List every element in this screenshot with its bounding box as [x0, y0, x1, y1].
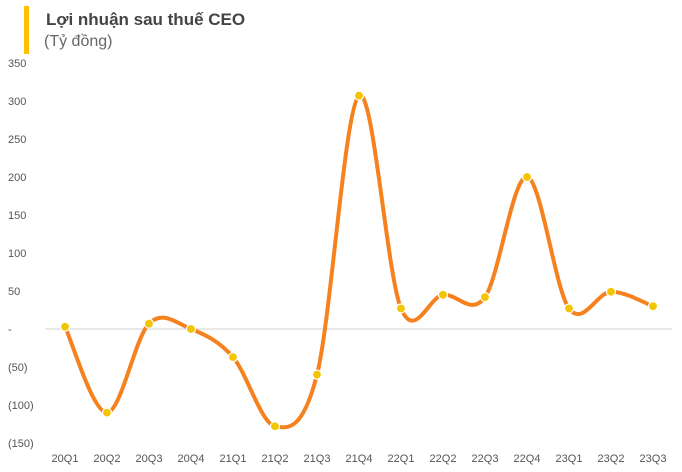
- x-tick-label: 21Q3: [304, 453, 331, 465]
- x-tick-label: 21Q4: [346, 453, 373, 465]
- chart-title: Lợi nhuận sau thuế CEO: [46, 10, 246, 29]
- x-tick-label: 23Q1: [556, 453, 583, 465]
- y-tick-label: 350: [8, 58, 26, 70]
- x-tick-label: 20Q4: [178, 453, 205, 465]
- series-line: [63, 93, 655, 430]
- y-tick-label: 150: [8, 210, 26, 222]
- y-tick-label: 200: [8, 172, 26, 184]
- data-point: [227, 352, 239, 363]
- data-point: [563, 303, 575, 314]
- data-point: [185, 323, 197, 335]
- x-tick-label: 21Q1: [220, 453, 247, 465]
- x-tick-label: 21Q2: [262, 453, 289, 465]
- x-tick-label: 23Q2: [598, 453, 625, 465]
- data-point: [521, 171, 533, 183]
- chart-subtitle: (Tỷ đồng): [44, 33, 113, 50]
- y-tick-label: (50): [8, 362, 28, 374]
- x-tick-label: 22Q1: [388, 453, 415, 465]
- x-tick-label: 22Q4: [514, 453, 541, 465]
- title-accent-bar: [24, 6, 29, 54]
- x-tick-label: 22Q2: [430, 453, 457, 465]
- data-point: [269, 421, 281, 432]
- data-point: [101, 407, 113, 418]
- x-tick-label: 23Q3: [640, 453, 667, 465]
- y-tick-label: 250: [8, 134, 26, 146]
- y-tick-label: (150): [8, 438, 34, 450]
- y-tick-label: 100: [8, 248, 26, 260]
- data-point: [395, 303, 407, 314]
- data-point: [59, 321, 71, 332]
- x-tick-label: 20Q2: [94, 453, 121, 465]
- x-tick-label: 20Q1: [52, 453, 79, 465]
- x-tick-label: 22Q3: [472, 453, 499, 465]
- data-point: [647, 301, 659, 312]
- x-tick-label: 20Q3: [136, 453, 163, 465]
- data-point: [437, 289, 449, 300]
- y-tick-label: 50: [8, 286, 20, 298]
- data-point: [143, 318, 155, 329]
- data-point: [353, 90, 365, 101]
- data-point: [311, 369, 323, 380]
- data-point: [479, 291, 491, 303]
- y-tick-label: 300: [8, 96, 26, 108]
- y-tick-label: -: [8, 324, 12, 336]
- y-tick-label: (100): [8, 400, 34, 412]
- data-point: [605, 286, 617, 297]
